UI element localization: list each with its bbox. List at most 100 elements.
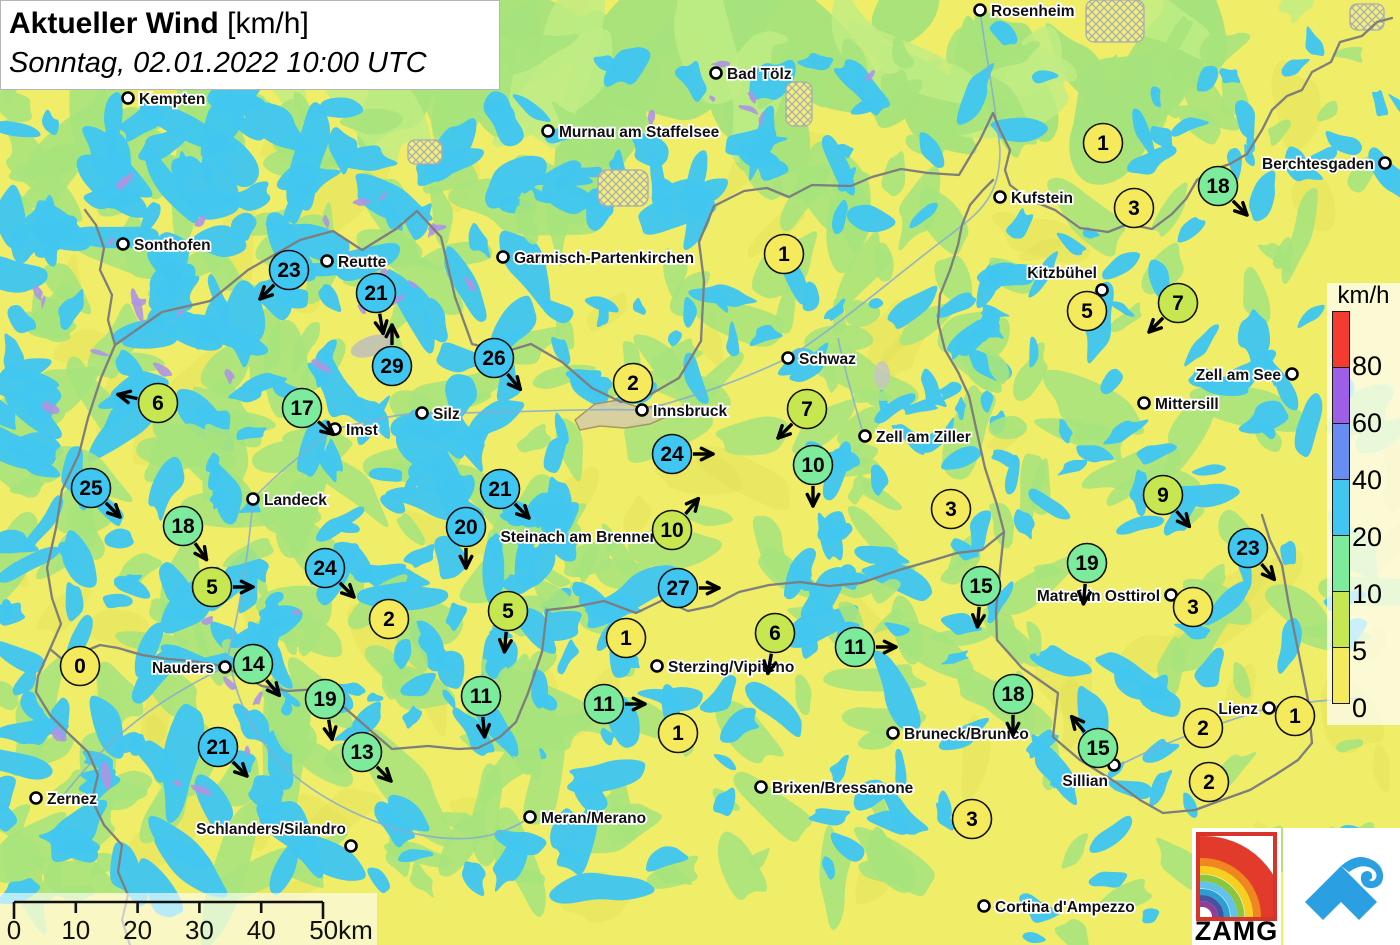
wind-speed-circle [754, 612, 796, 654]
legend-segment [1332, 367, 1350, 424]
wind-station: 10 [792, 444, 834, 508]
city: Silz [415, 404, 462, 425]
wind-arrow-head [975, 614, 986, 629]
wind-station: 7 [776, 388, 828, 440]
wind-arrow-head [202, 545, 209, 562]
wind-speed-value: 3 [966, 808, 978, 831]
city-dot [320, 254, 334, 268]
city-label: Zernez [47, 791, 97, 808]
wind-arrow-head [684, 496, 701, 506]
wind-station: 19 [1066, 542, 1108, 606]
city: Landeck [246, 490, 329, 511]
city-label: Silz [433, 406, 460, 423]
wind-station: 3 [930, 488, 972, 530]
wind-speed-value: 29 [380, 355, 403, 378]
wind-speed-value: 11 [470, 685, 493, 708]
map-scale-bar: 0 10 20 30 40 50km [0, 893, 377, 945]
wind-arrow-head [239, 579, 255, 589]
zamg-rainbow-icon [1196, 832, 1277, 921]
legend-tick-label: 40 [1352, 465, 1383, 495]
city-dot [1137, 396, 1151, 410]
city-label: Murnau am Staffelsee [559, 124, 720, 141]
tirol-mountain-icon [1305, 857, 1384, 920]
wind-speed-value: 18 [1206, 175, 1230, 198]
map-subtitle: Sonntag, 02.01.2022 10:00 UTC [9, 47, 427, 79]
wind-arrow-head [1069, 714, 1077, 731]
wind-arrow-head [376, 775, 393, 783]
wind-arrow-head [693, 496, 701, 513]
wind-speed-value: 2 [383, 608, 395, 631]
wind-station: 20 [445, 506, 487, 570]
city: Zernez [29, 789, 99, 810]
wind-station: 15 [1069, 714, 1119, 769]
legend-tick-label: 10 [1352, 579, 1383, 609]
wind-speed-value: 2 [1203, 771, 1215, 794]
city-dot [344, 839, 358, 853]
city-label: Bruneck/Brunico [904, 726, 1029, 743]
wind-speed-circle [792, 444, 834, 486]
wind-arrow-head [258, 293, 275, 301]
city-dot [858, 429, 872, 443]
wind-speed-circle [1188, 761, 1230, 803]
wind-station: 27 [657, 567, 721, 609]
city: Schwaz [781, 349, 858, 370]
country-borders [34, 16, 1394, 945]
legend-segment [1332, 423, 1350, 480]
wind-arrow-head [1241, 200, 1249, 217]
wind-station: 0 [59, 645, 101, 687]
wind-speed-value: 3 [945, 498, 957, 521]
city-dot [635, 403, 649, 417]
legend-segment [1332, 647, 1350, 704]
wind-arrow-head [319, 429, 336, 437]
wind-speed-circle [70, 467, 112, 509]
city: Schlanders/Silandro [194, 819, 358, 853]
wind-station: 24 [651, 433, 715, 475]
legend-color-bar [1332, 311, 1350, 704]
wind-speed-value: 26 [482, 347, 505, 370]
wind-arrow-head [274, 681, 282, 698]
wind-speed-circle [1113, 187, 1155, 229]
wind-arrow-head [373, 321, 385, 336]
wind-arrow-head [326, 420, 336, 437]
city-dot [116, 237, 130, 251]
wind-speed-circle [355, 272, 397, 314]
wind-arrow-head [193, 551, 209, 562]
wind-station: 1 [1274, 695, 1316, 737]
wind-arrow-head [381, 319, 389, 336]
city-label: Rosenheim [991, 3, 1075, 20]
wind-arrow-head [1069, 714, 1086, 724]
wind-speed-value: 25 [79, 477, 103, 500]
city-dot [121, 91, 135, 105]
wind-speed-value: 7 [801, 398, 813, 421]
city-dot [541, 124, 555, 138]
wind-station: 9 [1142, 474, 1192, 529]
city-label: Schwaz [799, 351, 856, 368]
wind-station: 6 [754, 612, 796, 676]
wind-station: 1 [605, 617, 647, 659]
city-label: Schlanders/Silandro [196, 821, 346, 838]
wind-station: 11 [460, 675, 502, 739]
city-label: Cortina d'Ampezzo [995, 899, 1135, 916]
city-dot [1095, 283, 1109, 297]
wind-station: 5 [487, 590, 529, 654]
legend-tick-label: 0 [1352, 693, 1368, 723]
city: Berchtesgaden [1260, 154, 1392, 175]
wind-speed-circle [1157, 282, 1199, 324]
city: Meran/Merano [523, 808, 648, 829]
wind-arrow-head [705, 580, 721, 590]
wind-station: 3 [951, 798, 993, 840]
wind-arrow-head [339, 591, 356, 599]
wind-speed-circle [368, 598, 410, 640]
city-dot [496, 250, 510, 264]
zamg-wordmark: ZAMG [1194, 916, 1279, 945]
wind-speed-circle [281, 387, 323, 429]
wind-station: 18 [992, 673, 1034, 737]
wind-arrow-head [348, 582, 356, 599]
wind-speed-circle [960, 565, 1002, 607]
wind-arrow-head [1005, 721, 1015, 737]
city: Imst [328, 420, 380, 441]
wind-arrow-head [811, 492, 821, 508]
wind-station: 24 [304, 547, 356, 599]
wind-speed-circle [137, 382, 179, 424]
